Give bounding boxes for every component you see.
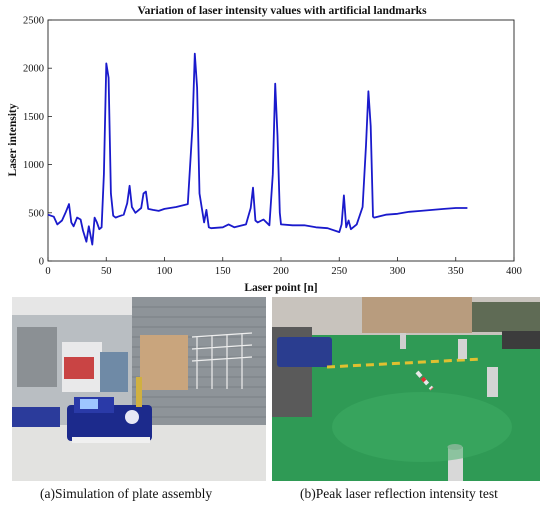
y-tick-label: 1000 bbox=[23, 160, 44, 171]
chart-title: Variation of laser intensity values with… bbox=[137, 5, 427, 17]
y-tick-label: 1500 bbox=[23, 112, 44, 123]
x-tick-label: 400 bbox=[506, 266, 522, 277]
x-tick-label: 200 bbox=[273, 266, 289, 277]
series-line-0 bbox=[47, 52, 468, 246]
y-axis-label: Laser intensity bbox=[7, 103, 19, 176]
x-axis: 0 50 100 150 200 250 300 350 400 bbox=[45, 257, 522, 277]
caption-reflection-test: (b)Peak laser reflection intensity test bbox=[300, 486, 498, 501]
x-tick-label: 50 bbox=[101, 266, 112, 277]
caption-plate-assembly: (a)Simulation of plate assembly bbox=[40, 486, 213, 501]
x-tick-label: 150 bbox=[215, 266, 231, 277]
x-tick-label: 100 bbox=[157, 266, 173, 277]
y-tick-label: 0 bbox=[39, 257, 44, 268]
y-tick-label: 2000 bbox=[23, 64, 44, 75]
photo-reflection-test bbox=[272, 297, 540, 481]
y-axis: 0 500 1000 1500 2000 2500 bbox=[23, 16, 52, 268]
intensity-chart: Variation of laser intensity values with… bbox=[7, 5, 522, 294]
y-tick-label: 2500 bbox=[23, 16, 44, 27]
reflection-test-illustration bbox=[272, 297, 540, 481]
x-tick-label: 300 bbox=[390, 266, 406, 277]
y-tick-label: 500 bbox=[28, 208, 44, 219]
photo-plate-assembly bbox=[12, 297, 266, 481]
x-axis-label: Laser point [n] bbox=[244, 282, 317, 294]
series-group bbox=[47, 52, 468, 246]
x-tick-label: 0 bbox=[45, 266, 50, 277]
plate-assembly-illustration bbox=[12, 297, 266, 481]
x-tick-label: 250 bbox=[331, 266, 347, 277]
x-tick-label: 350 bbox=[448, 266, 464, 277]
